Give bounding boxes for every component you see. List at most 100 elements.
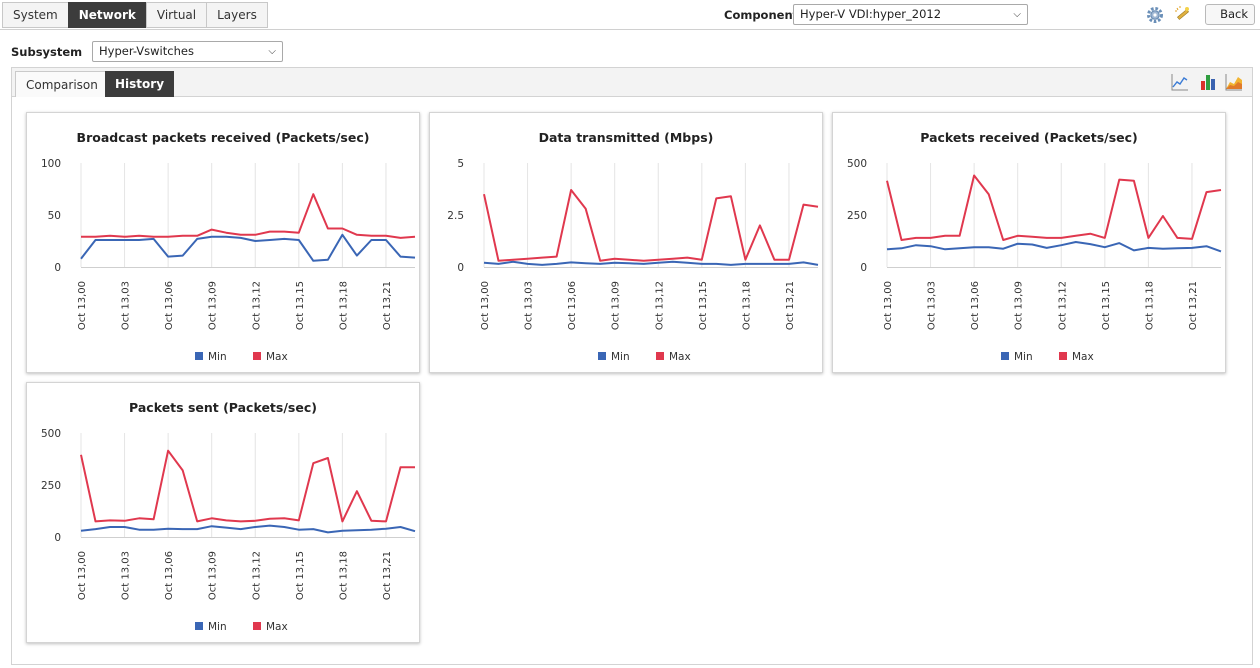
main-tabs: System Network Virtual Layers: [2, 2, 268, 28]
area-chart-icon[interactable]: [1224, 72, 1244, 92]
y-tick-label: 500: [41, 428, 61, 440]
subsystem-value: Hyper-Vswitches: [99, 44, 194, 58]
x-tick-label: Oct 13,12: [1057, 281, 1068, 330]
back-button-label: Back: [1220, 7, 1248, 21]
wand-icon[interactable]: [1174, 5, 1192, 23]
line-chart-icon[interactable]: [1170, 72, 1190, 92]
legend-label-min: Min: [611, 351, 630, 363]
chart-card-broadcast: 100 50 0 Oct 13,00 Oct 13,03 Oct 13,06 Oct 13,…: [26, 112, 420, 373]
subsystem-label: Subsystem: [11, 45, 83, 59]
y-tick-label: 2.5: [447, 210, 464, 222]
back-button[interactable]: Back: [1205, 4, 1255, 25]
chart-title: Broadcast packets received (Packets/sec): [76, 130, 370, 145]
legend-swatch-min: [195, 622, 203, 630]
x-tick-label: Oct 13,18: [338, 551, 349, 600]
y-tick-label: 0: [54, 532, 61, 544]
y-tick-label: 100: [41, 158, 61, 170]
x-tick-label: Oct 13,18: [338, 281, 349, 330]
tab-layers[interactable]: Layers: [206, 2, 268, 28]
history-panel: Comparison History: [11, 67, 1253, 665]
x-tick-label: Oct 13,15: [698, 281, 709, 330]
series-line-max: [80, 449, 415, 523]
x-tick-label: Oct 13,06: [164, 551, 175, 600]
x-tick-label: Oct 13,15: [295, 281, 306, 330]
x-tick-label: Oct 13,21: [382, 281, 393, 330]
x-tick-label: Oct 13,09: [208, 281, 219, 330]
top-bar: System Network Virtual Layers Component …: [0, 0, 1260, 30]
legend-swatch-max: [656, 352, 664, 360]
series-line-max: [886, 174, 1222, 241]
y-tick-label: 0: [54, 262, 61, 274]
legend-label-min: Min: [1014, 351, 1033, 363]
x-tick-label: Oct 13,06: [970, 281, 981, 330]
x-tick-label: Oct 13,03: [121, 551, 132, 600]
legend-swatch-min: [598, 352, 606, 360]
x-tick-label: Oct 13,06: [567, 281, 578, 330]
x-tick-label: Oct 13,21: [785, 281, 796, 330]
x-tick-label: Oct 13,15: [1101, 281, 1112, 330]
legend-swatch-min: [195, 352, 203, 360]
tab-history[interactable]: History: [105, 71, 175, 97]
series-line-min: [483, 260, 819, 266]
chart-title: Data transmitted (Mbps): [538, 130, 714, 145]
x-tick-label: Oct 13,12: [654, 281, 665, 330]
x-tick-label: Oct 13,12: [251, 281, 262, 330]
chart-card-packets-sent: 500 250 0 Oct 13,00 Oct 13,03 Oct 13,06 Oct 13…: [26, 382, 420, 643]
x-tick-label: Oct 13,00: [77, 551, 88, 600]
chart-card-data-transmitted: 5 2.5 0 Oct 13,00 Oct 13,03 Oct 13,06 Oct 13,0…: [429, 112, 823, 373]
legend-swatch-min: [1001, 352, 1009, 360]
chart-title: Packets sent (Packets/sec): [129, 400, 317, 415]
x-tick-label: Oct 13,00: [883, 281, 894, 330]
chevron-down-icon: ⌵: [1013, 9, 1021, 20]
x-tick-label: Oct 13,21: [382, 551, 393, 600]
legend-swatch-max: [253, 622, 261, 630]
legend-label-max: Max: [266, 351, 288, 363]
panel-header: Comparison History: [12, 68, 1252, 97]
x-tick-label: Oct 13,03: [524, 281, 535, 330]
legend-swatch-max: [253, 352, 261, 360]
tab-comparison[interactable]: Comparison: [15, 71, 109, 97]
x-tick-label: Oct 13,09: [208, 551, 219, 600]
component-value: Hyper-V VDI:hyper_2012: [800, 7, 942, 21]
x-tick-label: Oct 13,18: [741, 281, 752, 330]
tab-system[interactable]: System: [2, 2, 69, 28]
legend-label-max: Max: [669, 351, 691, 363]
y-tick-label: 50: [48, 210, 61, 222]
series-line-min: [80, 524, 416, 534]
x-tick-label: Oct 13,15: [295, 551, 306, 600]
tab-virtual[interactable]: Virtual: [145, 2, 208, 28]
x-tick-label: Oct 13,09: [611, 281, 622, 330]
x-tick-label: Oct 13,09: [1014, 281, 1025, 330]
series-line-max: [483, 189, 819, 262]
x-tick-label: Oct 13,12: [251, 551, 262, 600]
chart-packets-received: 500 250 0 Oct 13,00 Oct 13,03 Oct 13,06 Oct 13…: [847, 158, 1222, 363]
series-line-min: [886, 241, 1222, 253]
chart-title: Packets received (Packets/sec): [920, 130, 1138, 145]
x-tick-label: Oct 13,00: [480, 281, 491, 330]
legend-label-min: Min: [208, 351, 227, 363]
x-tick-label: Oct 13,18: [1144, 281, 1155, 330]
chart-card-packets-received: 500 250 0 Oct 13,00 Oct 13,03 Oct 13,06 Oct 13…: [832, 112, 1226, 373]
y-tick-label: 0: [457, 262, 464, 274]
x-tick-label: Oct 13,00: [77, 281, 88, 330]
y-tick-label: 500: [847, 158, 867, 170]
component-label: Component: [724, 8, 799, 22]
legend-swatch-max: [1059, 352, 1067, 360]
tab-network[interactable]: Network: [67, 2, 147, 28]
x-tick-label: Oct 13,06: [164, 281, 175, 330]
subsystem-select[interactable]: Hyper-Vswitches ⌵: [92, 41, 283, 62]
series-line-min: [80, 233, 416, 262]
chart-packets-sent: 500 250 0 Oct 13,00 Oct 13,03 Oct 13,06 Oct 13…: [41, 428, 416, 633]
x-tick-label: Oct 13,21: [1188, 281, 1199, 330]
legend-label-min: Min: [208, 621, 227, 633]
chevron-down-icon: ⌵: [268, 46, 276, 57]
legend-label-max: Max: [1072, 351, 1094, 363]
y-tick-label: 250: [41, 480, 61, 492]
component-select[interactable]: Hyper-V VDI:hyper_2012 ⌵: [793, 4, 1028, 25]
y-tick-label: 5: [457, 158, 464, 170]
chart-broadcast: 100 50 0 Oct 13,00 Oct 13,03 Oct 13,06 Oct 13,…: [41, 158, 416, 363]
gear-icon[interactable]: [1146, 6, 1164, 24]
legend-label-max: Max: [266, 621, 288, 633]
y-tick-label: 250: [847, 210, 867, 222]
bar-chart-icon[interactable]: [1198, 72, 1218, 92]
